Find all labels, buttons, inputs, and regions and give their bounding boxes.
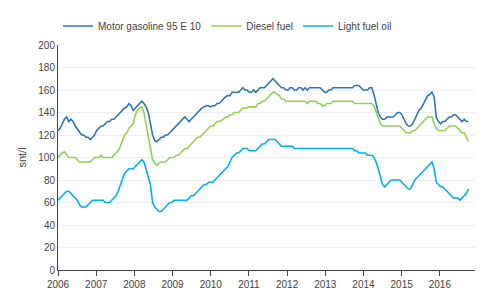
svg-text:80: 80 xyxy=(44,175,56,186)
svg-text:Motor gasoline 95 E 10: Motor gasoline 95 E 10 xyxy=(98,21,201,32)
svg-text:snt/l: snt/l xyxy=(16,147,28,167)
svg-text:20: 20 xyxy=(44,242,56,253)
svg-text:2006: 2006 xyxy=(47,279,70,290)
svg-text:2008: 2008 xyxy=(123,279,146,290)
svg-text:2010: 2010 xyxy=(200,279,223,290)
svg-text:200: 200 xyxy=(38,40,55,51)
svg-text:Light fuel oil: Light fuel oil xyxy=(338,21,391,32)
svg-text:2015: 2015 xyxy=(391,279,414,290)
svg-text:180: 180 xyxy=(38,62,55,73)
svg-text:2016: 2016 xyxy=(429,279,452,290)
svg-text:160: 160 xyxy=(38,85,55,96)
svg-text:2013: 2013 xyxy=(314,279,337,290)
svg-text:2012: 2012 xyxy=(276,279,299,290)
svg-text:2009: 2009 xyxy=(161,279,184,290)
svg-text:100: 100 xyxy=(38,152,55,163)
svg-text:120: 120 xyxy=(38,130,55,141)
svg-text:40: 40 xyxy=(44,220,56,231)
svg-text:2011: 2011 xyxy=(238,279,260,290)
svg-text:2007: 2007 xyxy=(85,279,108,290)
svg-text:2014: 2014 xyxy=(352,279,375,290)
svg-text:Diesel fuel: Diesel fuel xyxy=(246,21,293,32)
svg-text:0: 0 xyxy=(49,265,55,276)
svg-text:60: 60 xyxy=(44,197,56,208)
svg-text:140: 140 xyxy=(38,107,55,118)
